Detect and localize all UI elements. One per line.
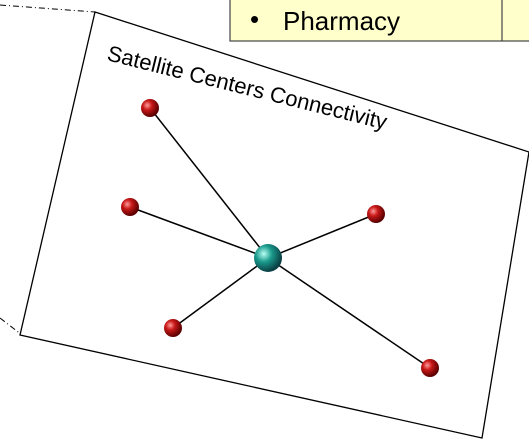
hub-node [254,244,282,272]
satellite-node [421,359,439,377]
connector [0,5,95,12]
diagram-frame [20,12,529,438]
header-text: Pharmacy [283,6,400,36]
satellite-node [164,319,182,337]
bullet: • [250,4,259,34]
satellite-node [121,198,139,216]
slide: • Pharmacy Satellite Centers Connectivit… [0,0,529,440]
satellite-node [367,205,385,223]
connector [0,318,22,335]
satellite-node [141,99,159,117]
